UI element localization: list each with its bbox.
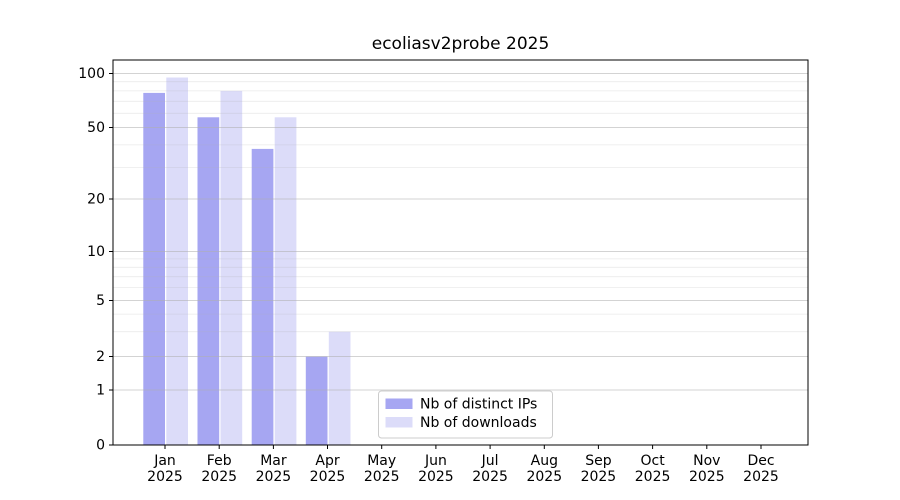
x-tick-label-year: 2025: [635, 469, 671, 485]
x-tick-label-month: Mar: [260, 453, 287, 469]
y-tick-label: 100: [78, 66, 105, 82]
x-tick-label-year: 2025: [201, 469, 237, 485]
bar-distinct-ips-mar: [251, 148, 274, 445]
x-tick-label-year: 2025: [472, 469, 508, 485]
x-tick-label-year: 2025: [689, 469, 725, 485]
y-tick-label: 2: [96, 349, 105, 365]
x-tick-label-month: Jan: [153, 453, 176, 469]
x-tick-label-month: Sep: [585, 453, 612, 469]
x-tick-label-month: Oct: [640, 453, 665, 469]
y-tick-label: 5: [96, 293, 105, 309]
bar-distinct-ips-apr: [305, 356, 328, 445]
x-tick-label-year: 2025: [147, 469, 183, 485]
plot-border: [112, 59, 809, 446]
bar-distinct-ips-feb: [197, 117, 220, 446]
y-tick-label: 50: [87, 120, 105, 136]
x-tick-label-month: May: [367, 453, 396, 469]
legend-label-distinct-ips: Nb of distinct IPs: [420, 397, 537, 413]
x-tick-label-month: Jul: [481, 453, 499, 469]
bar-downloads-jan: [166, 77, 188, 445]
y-tick-label: 1: [96, 383, 105, 399]
legend: Nb of distinct IPs Nb of downloads: [378, 390, 553, 439]
bar-downloads-mar: [274, 117, 297, 446]
x-tick-label-month: Jun: [424, 453, 447, 469]
x-tick-label-month: Aug: [531, 453, 558, 469]
x-tick-label-year: 2025: [526, 469, 562, 485]
y-tick-label: 0: [96, 438, 105, 454]
x-tick-label-month: Feb: [207, 453, 232, 469]
x-tick-label-month: Apr: [315, 453, 339, 469]
bar-downloads-feb: [220, 90, 243, 446]
x-tick-label-year: 2025: [743, 469, 779, 485]
bar-distinct-ips-jan: [143, 92, 165, 446]
x-tick-label-year: 2025: [310, 469, 346, 485]
chart-title: ecoliasv2probe 2025: [372, 34, 550, 54]
legend-label-downloads: Nb of downloads: [420, 415, 537, 431]
legend-box: [378, 390, 553, 439]
x-tick-label-month: Nov: [693, 453, 720, 469]
x-tick-label-year: 2025: [364, 469, 400, 485]
y-tick-label: 10: [87, 244, 105, 260]
x-tick-label-month: Dec: [747, 453, 774, 469]
legend-swatch-downloads: [385, 417, 413, 428]
x-tick-label-year: 2025: [418, 469, 454, 485]
legend-swatch-distinct-ips: [385, 398, 413, 409]
bar-downloads-apr: [328, 331, 351, 445]
x-tick-label-year: 2025: [256, 469, 292, 485]
y-tick-label: 20: [87, 192, 105, 208]
x-tick-label-year: 2025: [581, 469, 617, 485]
